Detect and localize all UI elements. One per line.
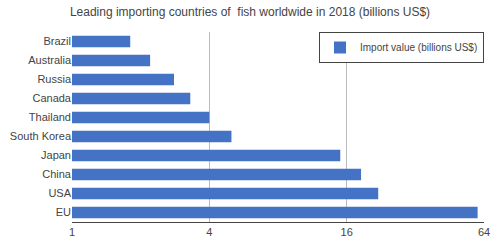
svg-text:64: 64 xyxy=(478,226,490,238)
svg-text:4: 4 xyxy=(206,226,212,238)
svg-text:Import value (billions US$): Import value (billions US$) xyxy=(360,42,477,53)
svg-text:China: China xyxy=(42,168,72,180)
svg-text:16: 16 xyxy=(341,226,353,238)
svg-text:Russia: Russia xyxy=(37,73,72,85)
svg-text:Canada: Canada xyxy=(32,92,71,104)
svg-text:1: 1 xyxy=(69,226,75,238)
svg-text:USA: USA xyxy=(48,187,71,199)
svg-text:South Korea: South Korea xyxy=(10,130,72,142)
svg-text:Thailand: Thailand xyxy=(29,111,71,123)
svg-text:Leading importing countries of: Leading importing countries of fish worl… xyxy=(70,5,430,19)
svg-text:Australia: Australia xyxy=(28,54,72,66)
svg-text:Japan: Japan xyxy=(41,149,71,161)
svg-text:EU: EU xyxy=(56,206,71,218)
svg-text:Brazil: Brazil xyxy=(43,35,71,47)
